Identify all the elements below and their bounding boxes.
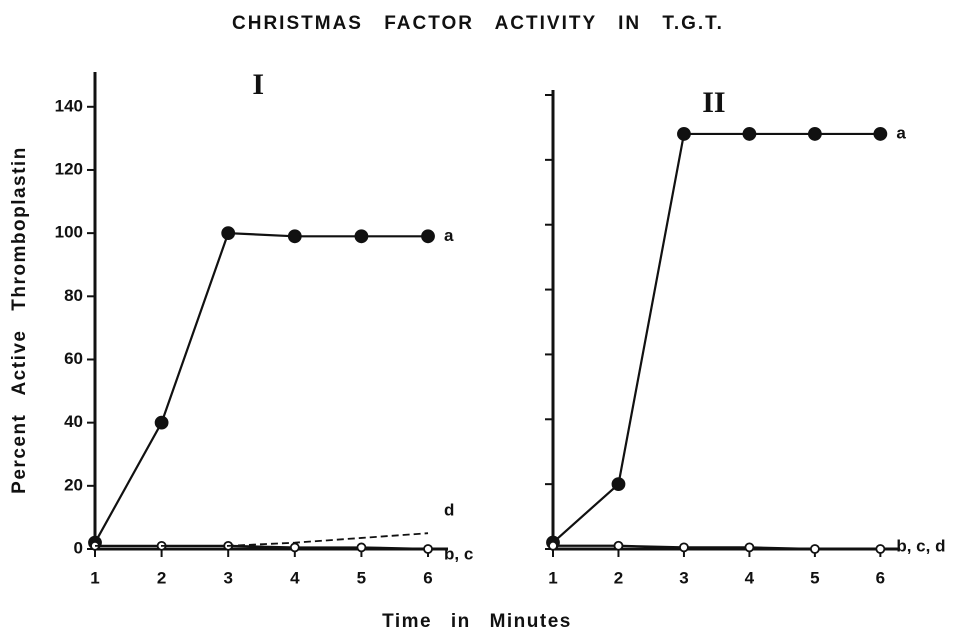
y-tick-label: 40 xyxy=(64,412,83,431)
y-tick-label: 80 xyxy=(64,286,83,305)
series-line xyxy=(94,232,429,544)
data-point xyxy=(744,542,755,553)
y-axis-label: Percent Active Thromboplastin xyxy=(9,146,30,494)
series-label: a xyxy=(896,123,906,142)
data-point xyxy=(742,127,757,141)
x-tick-label: 1 xyxy=(90,568,99,587)
y-tick-label: 60 xyxy=(64,349,83,368)
data-point xyxy=(677,127,691,141)
panel-label: II xyxy=(702,86,725,119)
data-point xyxy=(354,229,369,244)
y-tick-label: 120 xyxy=(55,159,83,178)
x-tick-label: 2 xyxy=(157,568,166,587)
y-tick-label: 100 xyxy=(55,223,83,242)
data-point xyxy=(548,540,558,551)
x-tick-label: 3 xyxy=(679,568,688,587)
data-point xyxy=(807,127,822,141)
series-line xyxy=(553,544,881,551)
x-tick-label: 3 xyxy=(223,568,232,587)
data-point xyxy=(289,542,300,553)
x-tick-label: 2 xyxy=(614,568,623,587)
data-point xyxy=(421,229,435,244)
series-label: a xyxy=(444,226,454,245)
x-tick-label: 4 xyxy=(745,568,755,587)
chart-title: CHRISTMAS FACTOR ACTIVITY IN T.G.T. xyxy=(232,13,724,34)
data-point xyxy=(613,540,624,551)
data-point xyxy=(356,542,367,553)
y-tick-label: 140 xyxy=(55,96,83,115)
data-point xyxy=(679,542,689,553)
panel-label: I xyxy=(252,68,264,101)
data-point xyxy=(423,544,433,554)
x-tick-label: 5 xyxy=(810,568,819,587)
data-point xyxy=(221,226,236,241)
data-point xyxy=(154,415,169,430)
x-axis-label: Time in Minutes xyxy=(382,611,572,632)
data-point xyxy=(809,544,820,554)
x-tick-label: 6 xyxy=(423,568,432,587)
series-label: d xyxy=(444,501,454,520)
data-point xyxy=(873,127,888,141)
series-line xyxy=(95,532,429,547)
series-label: b, c, d xyxy=(896,536,945,555)
y-tick-label: 20 xyxy=(64,475,83,494)
x-tick-label: 5 xyxy=(357,568,366,587)
data-point xyxy=(287,229,302,244)
x-tick-label: 4 xyxy=(290,568,300,587)
data-point xyxy=(875,544,886,554)
series-line xyxy=(552,132,881,544)
y-tick-label: 0 xyxy=(74,538,83,557)
series-label: b, c xyxy=(444,544,473,563)
x-tick-label: 1 xyxy=(548,568,557,587)
data-point xyxy=(611,477,626,492)
x-tick-label: 6 xyxy=(876,568,885,587)
